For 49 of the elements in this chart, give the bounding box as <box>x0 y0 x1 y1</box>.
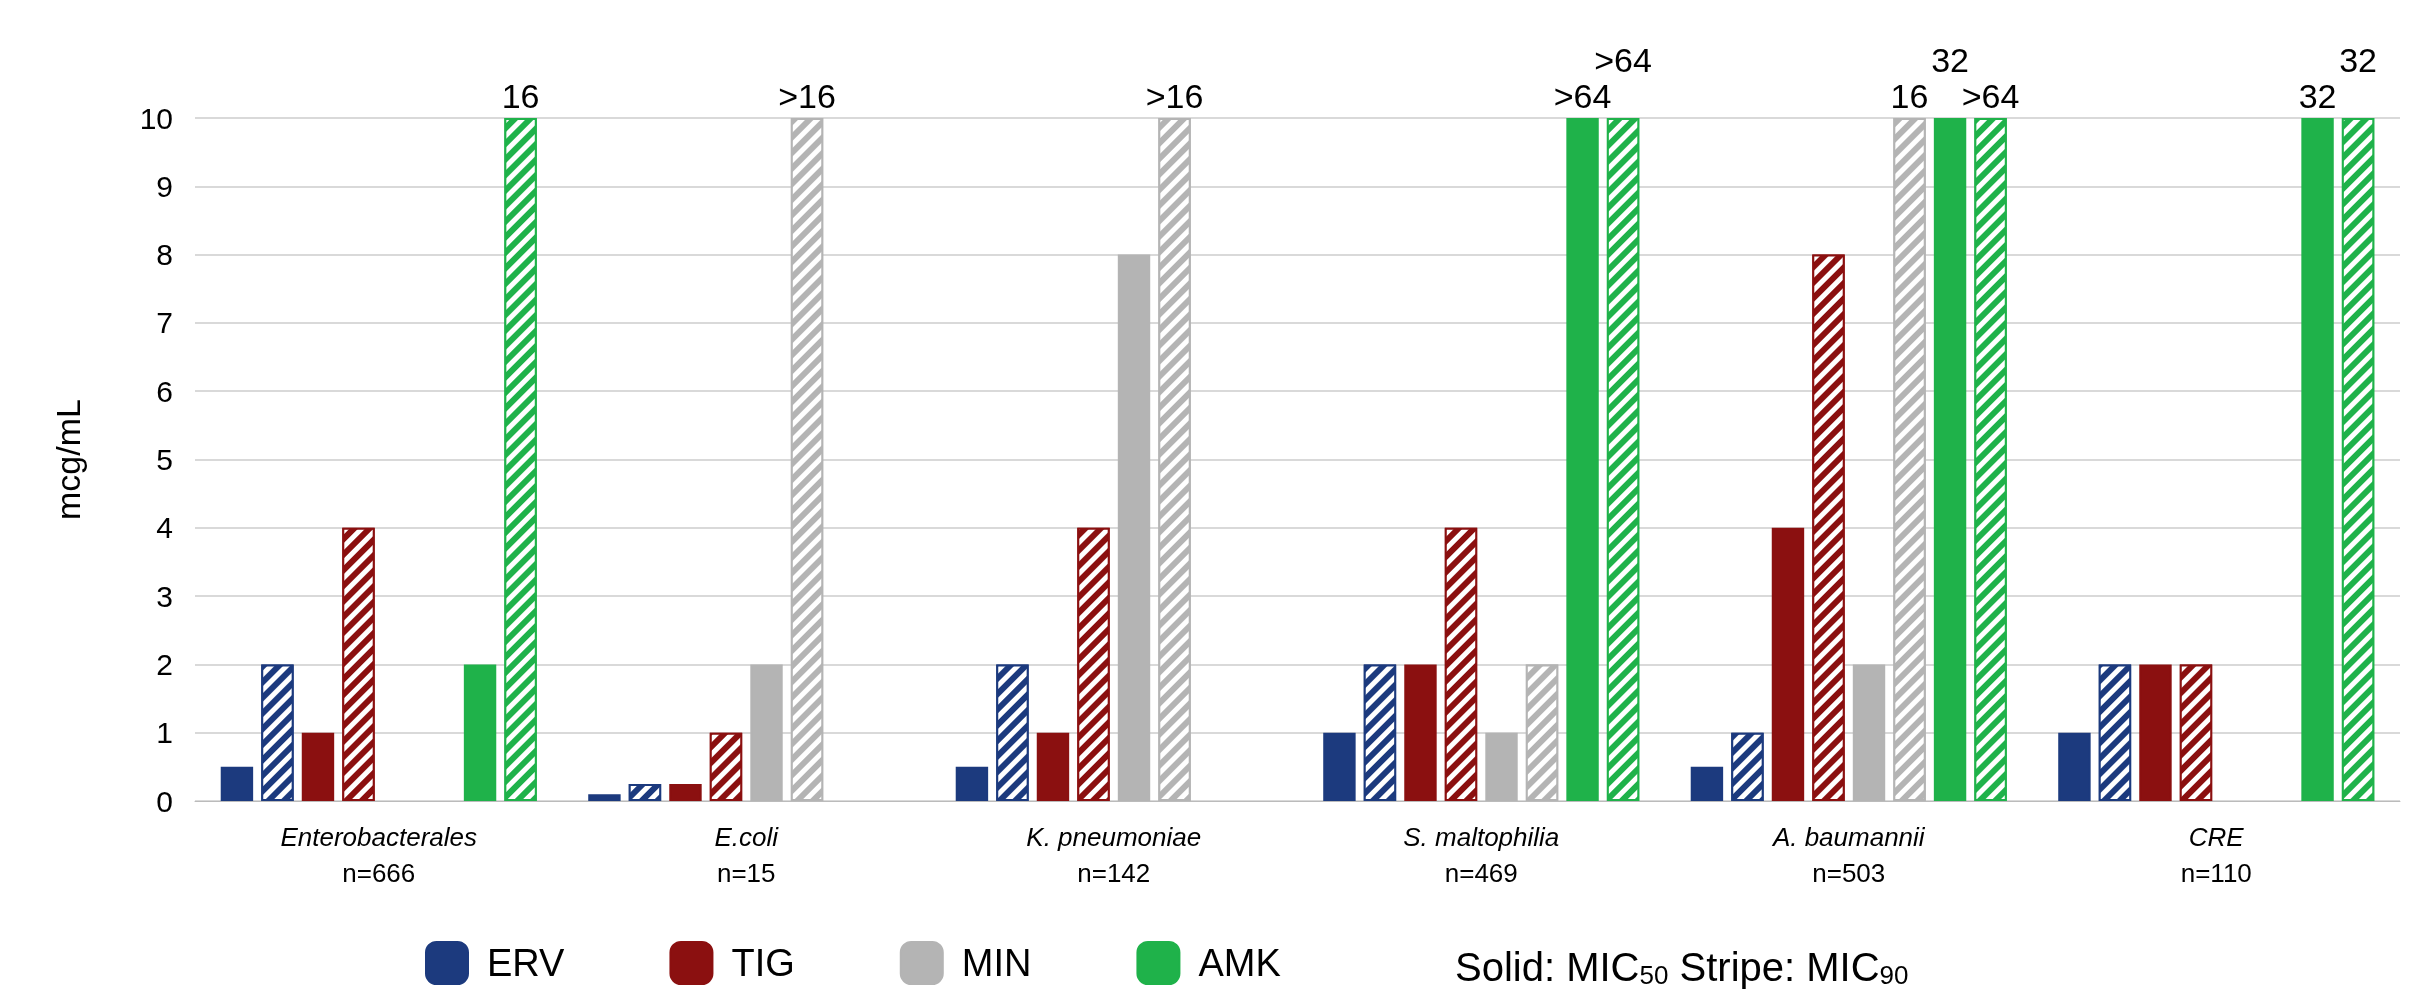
y-tick-label: 10 <box>139 101 173 135</box>
legend-label: MIN <box>961 942 1032 984</box>
y-tick-label: 4 <box>156 511 173 545</box>
bar <box>2301 118 2334 801</box>
text: 16 <box>501 77 540 115</box>
text: >64 <box>1961 77 2020 115</box>
y-tick-label: 3 <box>156 579 173 613</box>
y-tick-label: 9 <box>156 169 173 203</box>
y-axis-title: mcg/mL <box>49 399 87 520</box>
y-tick-label: 8 <box>156 238 173 272</box>
text: 32 <box>1931 41 1969 79</box>
bar <box>301 732 335 801</box>
text: >64 <box>1553 77 1612 115</box>
bar <box>1771 527 1805 801</box>
bar <box>588 794 621 801</box>
legend-label: TIG <box>731 942 795 984</box>
y-tick-label: 0 <box>156 784 173 818</box>
bar <box>1036 732 1070 801</box>
text: Solid: MIC50 Stripe: MIC90 <box>1455 945 1909 990</box>
bar <box>220 766 254 801</box>
bar <box>1566 118 1599 801</box>
bar <box>2139 664 2172 801</box>
x-tick-label: A. baumannii n=503 <box>1770 822 1926 888</box>
text: >16 <box>1145 77 1204 115</box>
text: >64 <box>1594 41 1652 79</box>
bar <box>955 766 989 801</box>
y-tick-label: 1 <box>156 716 173 750</box>
bar <box>1323 732 1356 801</box>
bar <box>463 664 497 801</box>
text: 32 <box>2339 41 2377 79</box>
x-tick-label: Enterobacterales n=666 <box>280 822 478 888</box>
bar <box>669 783 702 801</box>
x-tick-label: S. maltophilia n=469 <box>1403 822 1560 888</box>
x-tick-label: E.coli n=15 <box>714 822 780 888</box>
text: 32 <box>2298 77 2337 115</box>
y-tick-label: 7 <box>156 306 173 340</box>
bar <box>1404 664 1437 801</box>
bar <box>2058 732 2091 801</box>
legend-label: ERV <box>487 942 566 984</box>
legend-label: AMK <box>1198 942 1281 984</box>
text: >16 <box>778 77 836 115</box>
text: 16 <box>1890 77 1929 115</box>
y-tick-label: 5 <box>156 443 173 476</box>
y-tick-label: 2 <box>156 647 173 681</box>
x-tick-label: K. pneumoniae n=142 <box>1026 822 1202 888</box>
bar <box>1933 118 1967 801</box>
x-tick-label: CRE n=110 <box>2180 822 2252 888</box>
y-tick-label: 6 <box>156 374 173 408</box>
bar <box>1690 766 1724 801</box>
